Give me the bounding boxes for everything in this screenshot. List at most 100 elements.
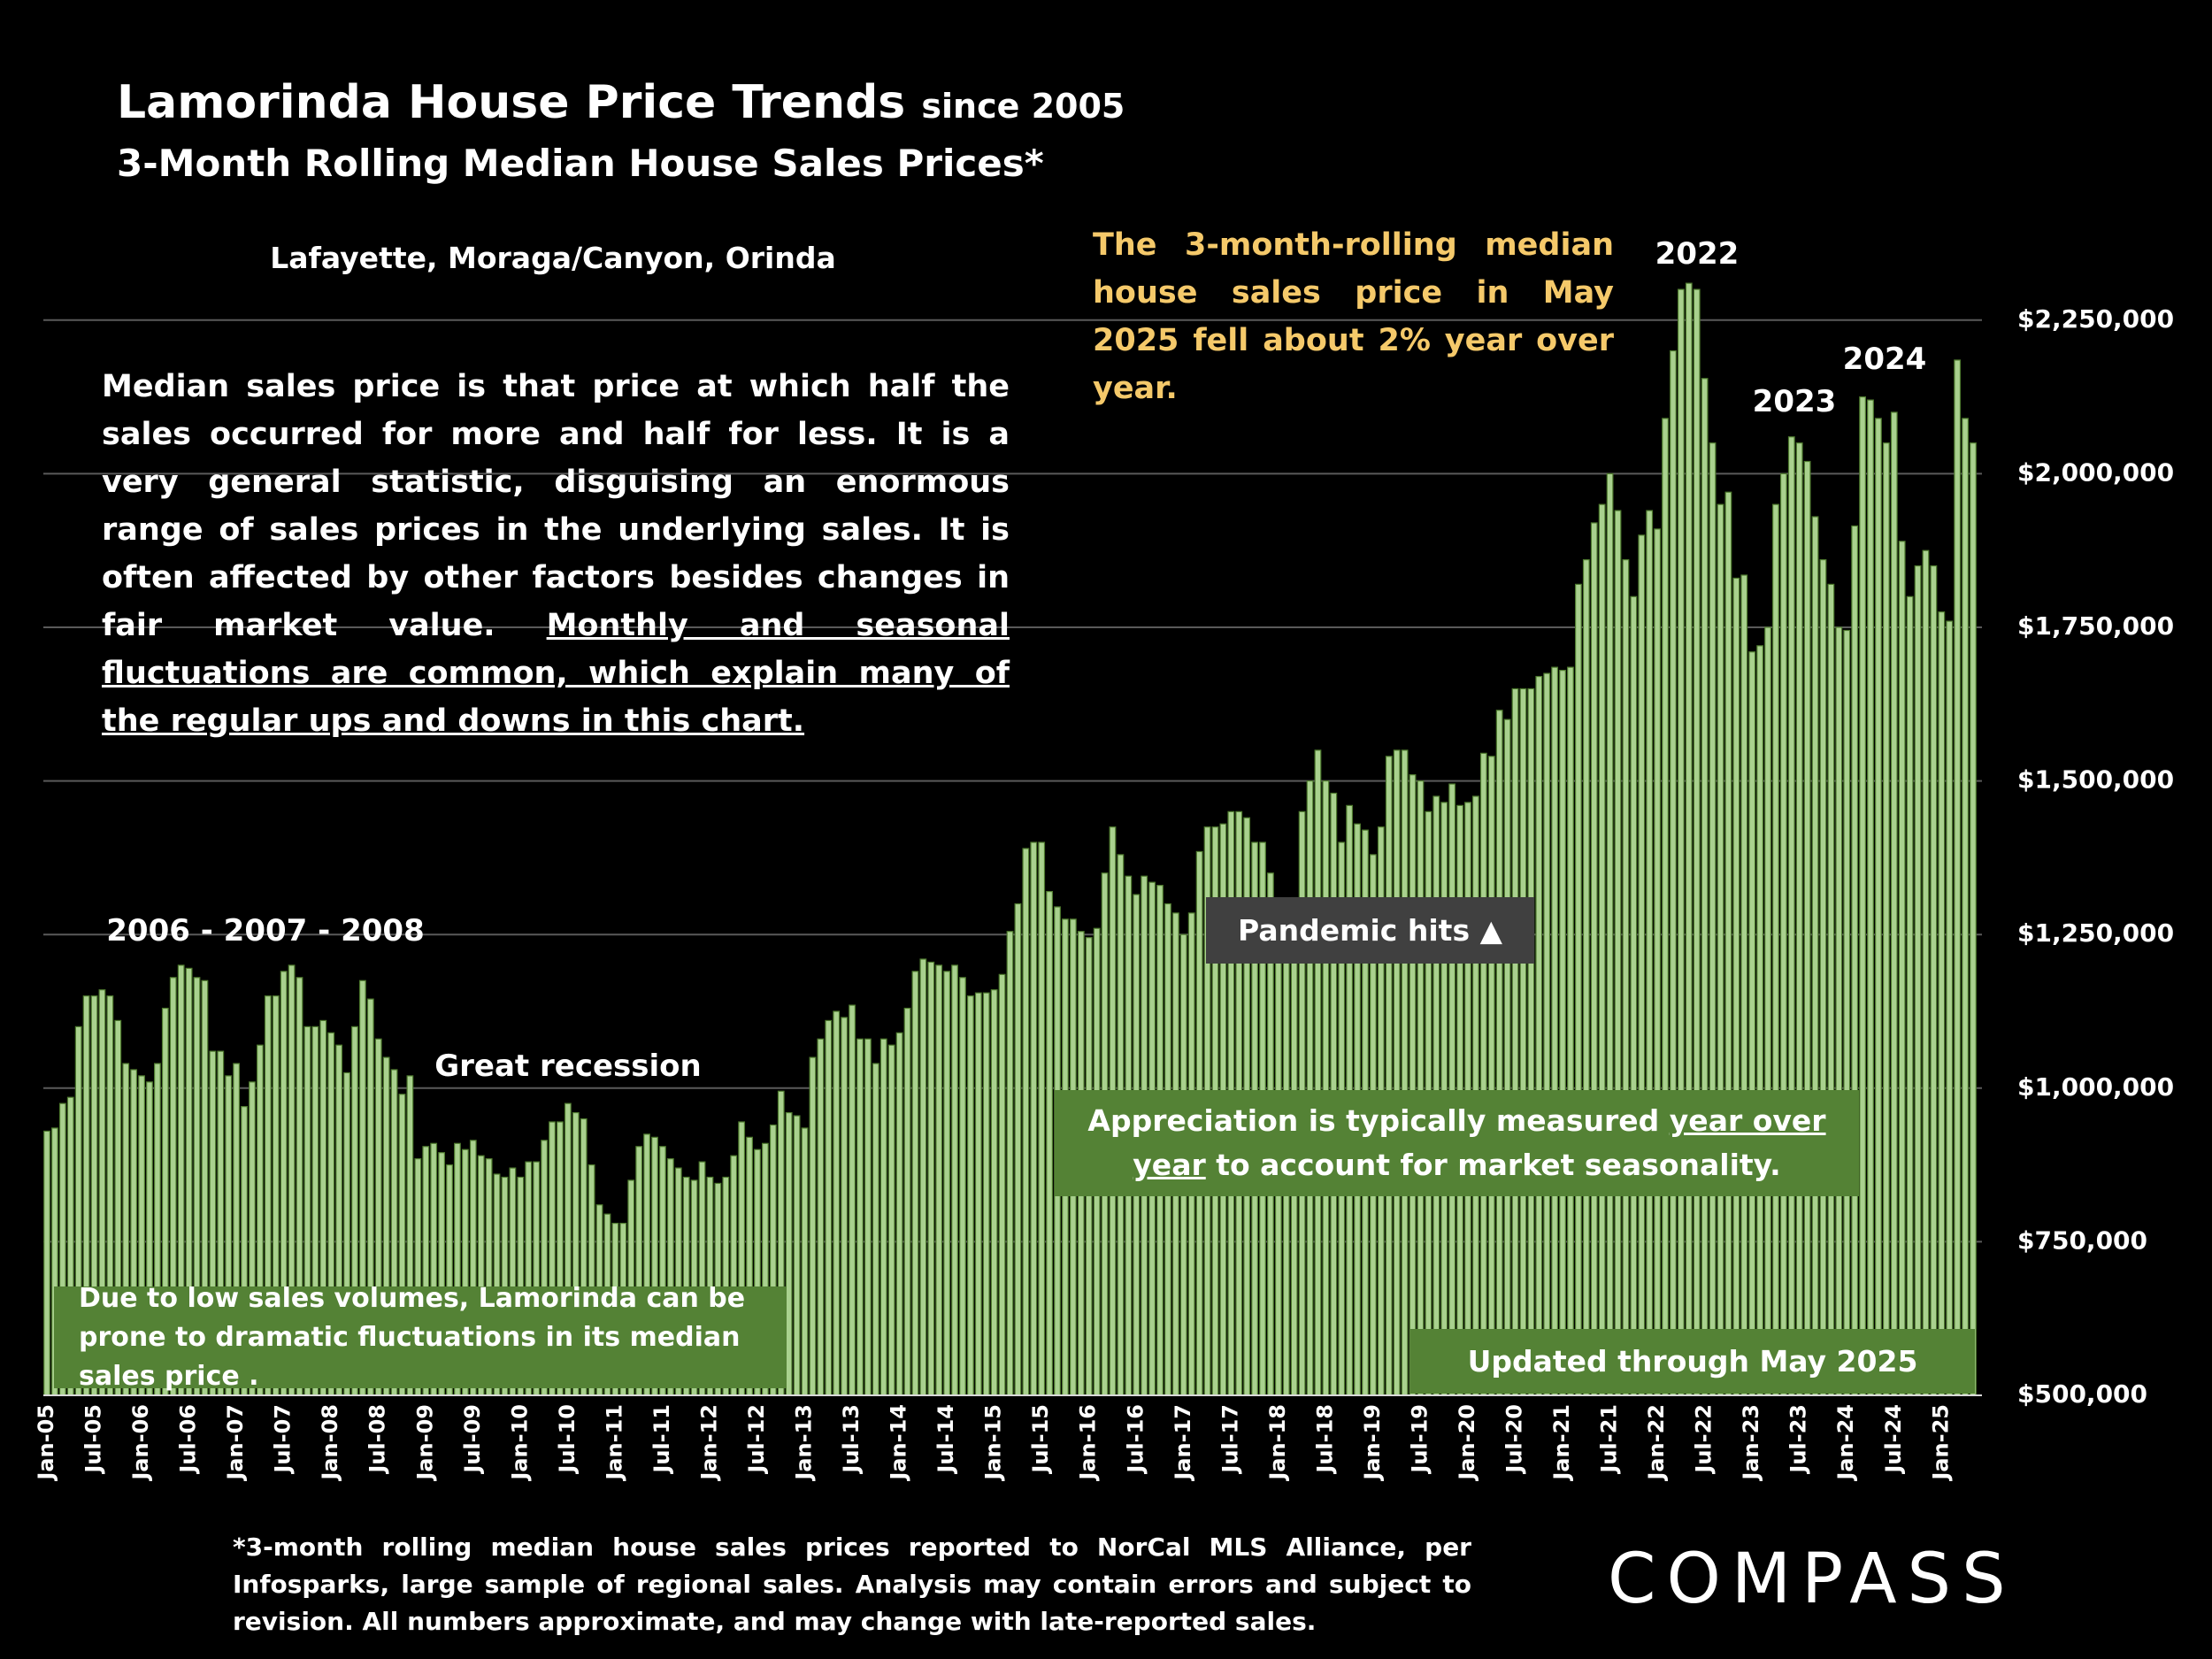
bar <box>793 1115 801 1396</box>
bar <box>919 958 927 1396</box>
bar <box>998 973 1006 1396</box>
x-tick-label: Jan-15 <box>981 1404 1006 1482</box>
x-tick-label: Jan-14 <box>887 1404 911 1482</box>
bar <box>43 1130 50 1396</box>
bar <box>1835 626 1843 1396</box>
bar <box>887 1044 895 1396</box>
bar <box>1559 670 1566 1396</box>
bar <box>990 989 998 1396</box>
bar <box>959 977 966 1396</box>
x-tick-label: Jan-12 <box>696 1404 721 1482</box>
bar <box>1417 780 1425 1396</box>
bar <box>1677 288 1685 1396</box>
bar <box>801 1127 809 1396</box>
period-label: 2006 - 2007 - 2008 <box>106 913 425 949</box>
appreciation-text: Appreciation is typically measured year … <box>1081 1099 1832 1187</box>
description-underlined: Monthly and seasonal fluctuations are co… <box>102 608 1010 739</box>
x-tick-label: Jul-22 <box>1692 1404 1717 1475</box>
x-tick-label: Jan-23 <box>1739 1404 1763 1482</box>
x-tick-label: Jan-06 <box>128 1404 153 1482</box>
bar <box>817 1038 825 1396</box>
bar <box>825 1019 833 1396</box>
bar <box>1401 749 1409 1396</box>
x-tick-label: Jul-23 <box>1786 1404 1811 1475</box>
bar <box>943 971 951 1396</box>
y-tick-label: $1,250,000 <box>2017 918 2174 948</box>
x-tick-label: Jan-22 <box>1644 1404 1669 1482</box>
x-tick-label: Jul-09 <box>460 1404 485 1475</box>
y-tick-label: $500,000 <box>2017 1379 2147 1409</box>
bar <box>1827 583 1835 1396</box>
bar <box>833 1010 841 1396</box>
bar <box>1803 460 1811 1396</box>
x-tick-label: Jul-15 <box>1028 1404 1053 1475</box>
year-label: 2023 <box>1752 384 1837 419</box>
bar <box>1590 522 1598 1396</box>
bar <box>1046 890 1054 1396</box>
x-tick-label: Jan-18 <box>1265 1404 1290 1482</box>
bar <box>1930 565 1938 1396</box>
bar <box>1906 595 1914 1396</box>
bar <box>1819 559 1827 1396</box>
x-tick-label: Jan-19 <box>1360 1404 1385 1482</box>
bar <box>966 995 974 1396</box>
bar <box>1843 629 1851 1396</box>
bar <box>1724 491 1732 1396</box>
bar <box>1954 359 1962 1396</box>
bar <box>879 1038 887 1396</box>
x-tick-label: Jan-11 <box>602 1404 626 1482</box>
bar <box>1314 749 1322 1396</box>
bar <box>1898 541 1906 1396</box>
bar <box>1946 620 1954 1396</box>
bar <box>1875 418 1882 1396</box>
bar <box>1582 559 1590 1396</box>
x-tick-label: Jul-07 <box>271 1404 296 1475</box>
bar <box>1922 549 1930 1396</box>
bar <box>1543 672 1551 1396</box>
x-tick-label: Jul-19 <box>1407 1404 1432 1475</box>
y-tick-label: $2,250,000 <box>2017 304 2174 334</box>
bar <box>1764 626 1771 1396</box>
bar <box>1551 666 1559 1396</box>
region: Lafayette, Moraga/Canyon, Orinda <box>270 241 836 275</box>
bar <box>1795 442 1803 1396</box>
bar <box>1630 595 1638 1396</box>
bar <box>1567 666 1574 1396</box>
bar <box>1748 651 1756 1396</box>
bar <box>935 964 943 1396</box>
bar <box>1495 710 1503 1396</box>
bar <box>1962 418 1969 1396</box>
x-tick-label: Jan-25 <box>1928 1404 1953 1482</box>
bar <box>1851 525 1859 1396</box>
bar <box>1867 399 1874 1396</box>
x-tick-label: Jan-08 <box>318 1404 342 1482</box>
x-tick-label: Jul-16 <box>1123 1404 1148 1475</box>
bar <box>903 1007 911 1396</box>
year-label: 2024 <box>1842 342 1927 377</box>
description-text: Median sales price is that price at whic… <box>102 369 1010 643</box>
bar <box>1622 559 1630 1396</box>
bar <box>864 1038 872 1396</box>
x-tick-label: Jan-21 <box>1549 1404 1574 1482</box>
bar <box>1654 528 1662 1396</box>
bar <box>1693 288 1701 1396</box>
x-tick-label: Jul-11 <box>649 1404 674 1475</box>
bar <box>1890 411 1898 1396</box>
x-tick-label: Jul-24 <box>1881 1404 1906 1475</box>
x-tick-label: Jan-17 <box>1171 1404 1195 1482</box>
brand-logo: COMPASS <box>1608 1540 2016 1619</box>
x-tick-label: Jan-13 <box>792 1404 817 1482</box>
bar <box>872 1063 879 1396</box>
y-tick-label: $2,000,000 <box>2017 457 2174 487</box>
bar <box>1970 442 1977 1396</box>
y-tick-label: $1,000,000 <box>2017 1072 2174 1102</box>
bar <box>1787 436 1795 1396</box>
bar <box>1322 780 1330 1396</box>
x-tick-label: Jul-05 <box>81 1404 106 1475</box>
bar <box>1511 687 1519 1396</box>
title-suffix: since 2005 <box>921 87 1125 126</box>
bar <box>1598 503 1606 1396</box>
bar <box>1306 780 1314 1396</box>
x-tick-label: Jul-06 <box>176 1404 201 1475</box>
bar <box>1646 510 1654 1396</box>
